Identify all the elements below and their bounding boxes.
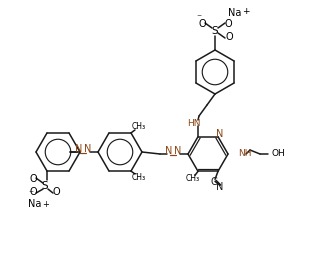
Text: O: O (224, 19, 232, 29)
Text: O: O (198, 19, 206, 29)
Text: ⁻: ⁻ (196, 13, 202, 23)
Text: C: C (211, 177, 217, 187)
Text: +: + (43, 200, 50, 208)
Text: N: N (174, 146, 182, 156)
Text: Na: Na (28, 199, 42, 209)
Text: N: N (84, 144, 92, 154)
Text: O: O (225, 32, 233, 42)
Text: HN: HN (187, 119, 201, 129)
Text: CH₃: CH₃ (132, 172, 146, 182)
Text: S: S (42, 181, 48, 191)
Text: O: O (29, 187, 37, 197)
Text: N: N (216, 182, 224, 192)
Text: CH₃: CH₃ (132, 122, 146, 132)
Text: O: O (29, 174, 37, 184)
Text: O: O (52, 187, 60, 197)
Text: N: N (216, 129, 224, 139)
Text: S: S (212, 26, 218, 36)
Text: Na: Na (228, 8, 242, 18)
Text: OH: OH (272, 150, 286, 158)
Text: NH: NH (238, 150, 251, 158)
Text: ⁻: ⁻ (28, 189, 33, 199)
Text: N: N (75, 144, 83, 154)
Text: N: N (165, 146, 173, 156)
Text: CH₃: CH₃ (186, 174, 200, 183)
Text: +: + (242, 6, 250, 16)
